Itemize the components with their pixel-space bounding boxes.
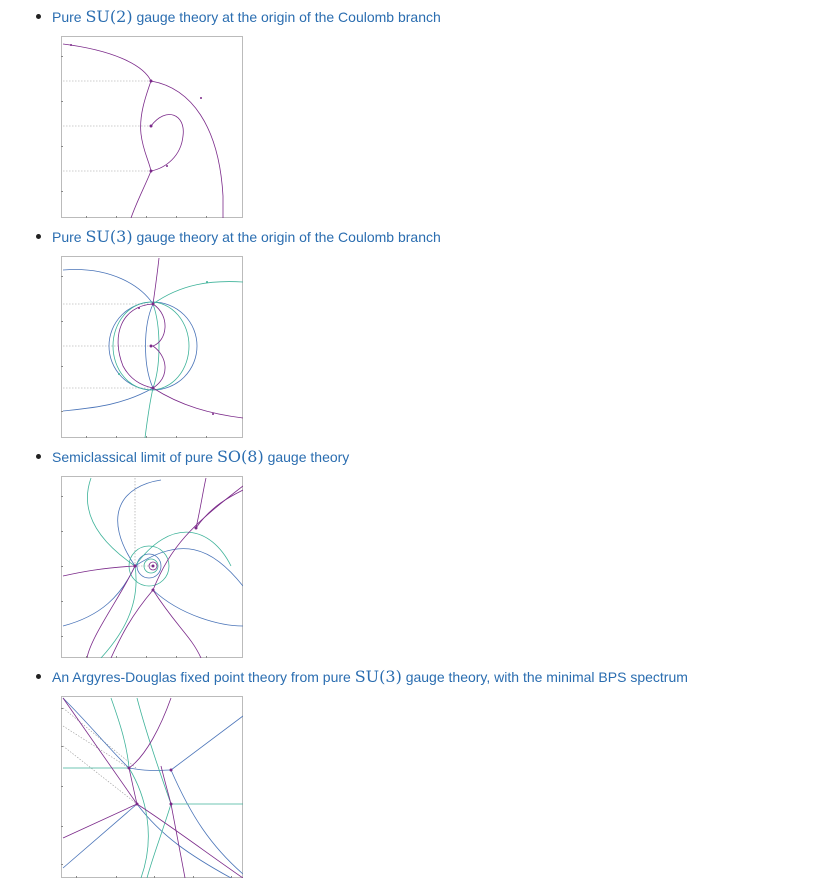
math-expression: SU(2) [85, 7, 133, 26]
branch-points [127, 766, 173, 806]
walls-teal [63, 697, 243, 878]
walls-purple [62, 477, 243, 658]
walls-teal [112, 281, 243, 438]
spectral-network-thumbnail[interactable] [61, 476, 243, 658]
branch-points [133, 526, 198, 592]
link-text: Pure [52, 9, 86, 25]
link-text: Pure [52, 229, 86, 245]
link-text: gauge theory [263, 449, 350, 465]
spectral-network-thumbnail[interactable] [61, 256, 243, 438]
branch-cuts [63, 303, 153, 389]
link-text: gauge theory at the origin of the Coulom… [132, 229, 441, 245]
math-expression: SO(8) [216, 447, 264, 466]
math-expression: SU(3) [354, 667, 402, 686]
axis-ticks [61, 276, 207, 438]
item-link[interactable]: Pure SU(2) gauge theory at the origin of… [52, 8, 441, 26]
walls-purple [62, 697, 243, 878]
spectral-network-plot [61, 696, 243, 878]
walls [62, 43, 224, 218]
walls-purple [117, 257, 243, 419]
branch-points [70, 44, 202, 173]
axis-ticks [61, 496, 207, 658]
branch-points [138, 302, 214, 415]
plot-frame [61, 696, 243, 878]
spectral-network-thumbnail[interactable] [61, 696, 243, 878]
markers [118, 281, 208, 375]
walls-blue [62, 697, 243, 878]
bullet-icon [36, 14, 41, 19]
spectral-network-thumbnail[interactable] [61, 36, 243, 218]
axis-ticks [61, 56, 207, 218]
item-link[interactable]: Pure SU(3) gauge theory at the origin of… [52, 228, 441, 246]
math-expression: SU(3) [85, 227, 133, 246]
branch-cuts [62, 707, 138, 805]
axis-ticks [61, 708, 232, 878]
link-text: Semiclassical limit of pure [52, 449, 217, 465]
bullet-icon [36, 234, 41, 239]
item-link[interactable]: An Argyres-Douglas fixed point theory fr… [52, 668, 688, 686]
link-text: An Argyres-Douglas fixed point theory fr… [52, 669, 355, 685]
spectral-network-plot [61, 476, 243, 658]
spectral-network-plot [61, 256, 243, 438]
item-link[interactable]: Semiclassical limit of pure SO(8) gauge … [52, 448, 349, 466]
link-text: gauge theory, with the minimal BPS spect… [401, 669, 688, 685]
link-text: gauge theory at the origin of the Coulom… [132, 9, 441, 25]
branch-cuts [63, 80, 151, 172]
bullet-icon [36, 454, 41, 459]
bullet-icon [36, 674, 41, 679]
spectral-network-plot [61, 36, 243, 218]
